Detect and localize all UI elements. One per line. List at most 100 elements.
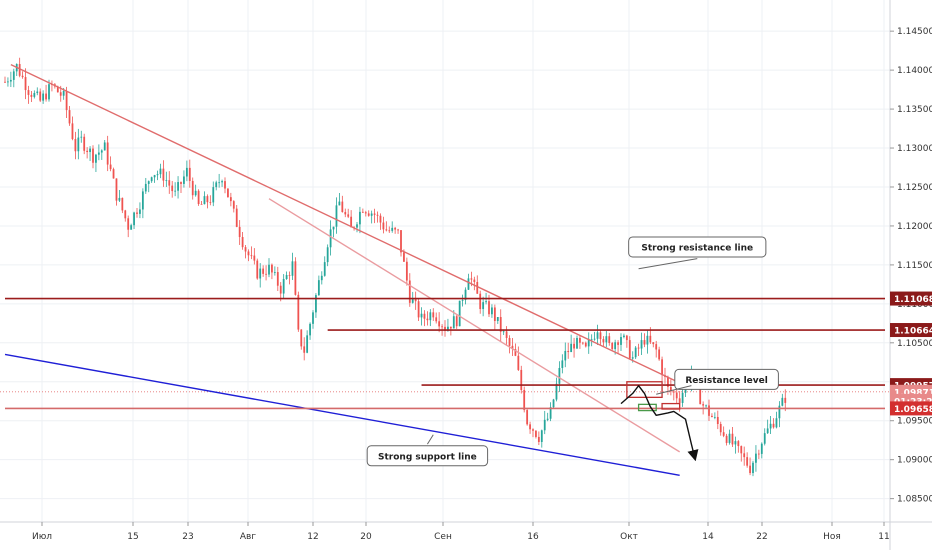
candle-body-127 (376, 214, 379, 216)
callout-pointer-0 (638, 258, 698, 270)
candle-body-170 (502, 331, 505, 333)
candle-body-190 (561, 360, 564, 368)
candle-body-120 (356, 224, 358, 228)
date-tick-label-1: 15 (127, 532, 138, 542)
candle-body-96 (285, 275, 288, 280)
projection-path (620, 385, 699, 462)
candle-body-27 (83, 136, 86, 151)
candle-body-133 (394, 227, 397, 230)
candle-body-3 (12, 71, 15, 80)
price-tag-label-1: 1.10664 (894, 327, 932, 337)
candle-body-15 (48, 84, 50, 100)
candle-body-230 (678, 398, 681, 403)
candle-body-265 (781, 397, 784, 406)
candle-body-69 (206, 196, 209, 203)
price-tick-label-10: 1.09500 (897, 417, 932, 427)
price-tick-label-12: 1.08500 (897, 495, 932, 505)
candle-body-44 (133, 212, 135, 226)
date-tick-label-9: 14 (702, 532, 714, 542)
candle-body-221 (652, 342, 655, 345)
candle-body-217 (640, 340, 643, 349)
candle-body-70 (209, 202, 212, 203)
candle-body-187 (552, 399, 555, 408)
candle-body-147 (435, 317, 438, 322)
candle-body-176 (520, 369, 523, 390)
candle-body-87 (259, 268, 262, 279)
candle-body-215 (634, 347, 637, 358)
candle-body-228 (672, 391, 675, 393)
candle-body-64 (191, 180, 194, 196)
candle-body-157 (464, 289, 467, 300)
candle-body-102 (303, 346, 306, 353)
callout-label-1: Resistance level (685, 376, 767, 386)
candle-body-237 (699, 382, 702, 405)
candle-body-207 (611, 343, 614, 350)
candle-body-156 (461, 299, 464, 301)
candle-body-261 (769, 423, 772, 429)
candle-body-201 (593, 338, 596, 340)
candles-layer (4, 57, 787, 477)
candle-body-23 (71, 123, 74, 140)
candle-body-82 (244, 247, 247, 252)
candle-body-67 (200, 203, 203, 205)
candle-body-81 (241, 237, 244, 248)
grid-layer (0, 0, 890, 522)
candle-body-165 (488, 301, 490, 315)
candle-body-93 (276, 272, 279, 286)
date-tick-label-3: Авг (240, 532, 256, 542)
date-tick-label-11: Ноя (823, 532, 841, 542)
candle-body-256 (755, 453, 757, 463)
candle-body-204 (602, 339, 605, 343)
candle-body-18 (56, 86, 59, 93)
marker-box-1 (637, 403, 657, 412)
candle-body-154 (455, 316, 458, 327)
candle-body-175 (517, 355, 520, 370)
candle-body-224 (661, 359, 663, 376)
candle-body-191 (564, 350, 567, 361)
candle-body-129 (382, 222, 385, 230)
candle-body-53 (159, 168, 162, 175)
candle-body-153 (452, 316, 455, 329)
candle-body-262 (772, 423, 775, 428)
candle-body-132 (391, 227, 394, 231)
candle-body-193 (570, 343, 573, 353)
date-tick-label-12: 11 (878, 532, 889, 542)
candle-body-107 (317, 280, 320, 296)
candle-body-205 (605, 336, 608, 343)
candle-body-56 (168, 180, 171, 186)
candle-body-54 (162, 168, 165, 181)
candle-body-99 (294, 261, 297, 295)
candle-body-114 (338, 201, 341, 206)
marker-box-2 (661, 402, 681, 410)
candle-body-45 (136, 212, 138, 214)
candle-body-117 (347, 214, 350, 217)
candle-body-227 (669, 386, 672, 392)
candle-body-142 (420, 313, 423, 318)
candle-body-241 (711, 415, 713, 417)
price-tick-label-2: 1.13500 (897, 105, 932, 115)
candle-body-199 (587, 339, 590, 347)
candle-body-29 (89, 148, 91, 153)
candle-body-155 (458, 300, 461, 327)
candle-body-253 (746, 457, 749, 466)
candle-body-98 (291, 261, 294, 276)
candle-body-7 (24, 77, 27, 91)
candle-body-158 (467, 278, 470, 290)
candle-body-46 (139, 209, 141, 214)
candle-body-83 (247, 251, 250, 256)
candle-body-79 (235, 208, 238, 227)
candle-body-126 (373, 213, 376, 215)
candle-body-33 (100, 150, 103, 153)
candle-body-95 (282, 279, 285, 294)
candle-body-104 (309, 323, 311, 336)
candle-body-188 (555, 383, 558, 400)
candle-body-6 (21, 75, 24, 78)
candle-body-0 (4, 81, 6, 83)
candle-body-61 (183, 176, 185, 184)
candle-body-144 (426, 318, 429, 321)
candle-body-60 (180, 182, 182, 184)
candle-body-11 (36, 91, 39, 94)
candle-body-161 (476, 281, 479, 294)
candle-body-14 (45, 93, 47, 100)
